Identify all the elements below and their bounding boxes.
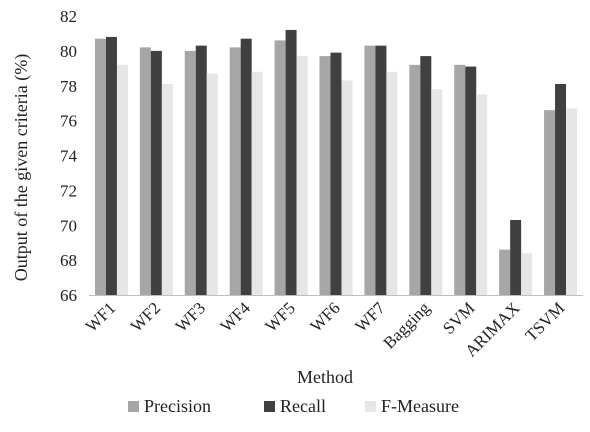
y-tick-label: 74 <box>60 147 78 166</box>
y-tick-label: 82 <box>60 7 77 26</box>
bar-recall-arimax <box>510 220 522 295</box>
bar-recall-wf7 <box>375 45 387 295</box>
legend-label-recall: Recall <box>280 396 326 416</box>
x-tick-label-svm: SVM <box>439 298 478 337</box>
x-tick-label-bagging: Bagging <box>379 298 434 353</box>
legend-label-f-measure: F-Measure <box>381 396 459 416</box>
y-tick-label: 70 <box>60 216 77 235</box>
bar-f-measure-arimax <box>521 253 533 295</box>
bar-f-measure-wf3 <box>206 73 218 295</box>
bar-f-measure-svm <box>476 94 488 295</box>
y-tick-label: 68 <box>60 251 77 270</box>
bar-recall-wf1 <box>105 36 117 296</box>
y-tick-label: 66 <box>60 286 77 305</box>
x-tick-label-wf6: WF6 <box>306 298 343 335</box>
bar-precision-tsvm <box>544 110 556 295</box>
y-tick-label: 80 <box>60 42 77 61</box>
x-tick-label-wf2: WF2 <box>127 298 164 335</box>
bar-precision-wf4 <box>229 47 241 296</box>
bar-f-measure-wf2 <box>161 84 173 295</box>
bar-recall-wf3 <box>195 45 207 295</box>
x-tick-label-wf5: WF5 <box>261 298 298 335</box>
y-axis-title: Output of the given criteria (%) <box>11 54 32 281</box>
bar-f-measure-tsvm <box>566 108 578 295</box>
legend-label-precision: Precision <box>144 396 211 416</box>
bar-precision-wf7 <box>364 45 376 295</box>
bar-precision-wf3 <box>184 50 196 295</box>
bar-f-measure-wf7 <box>386 71 398 295</box>
x-tick-label-wf1: WF1 <box>82 298 119 335</box>
y-tick-label: 76 <box>60 112 77 131</box>
bar-f-measure-wf1 <box>116 64 128 295</box>
bar-precision-svm <box>454 64 466 295</box>
legend-swatch-precision <box>128 401 139 412</box>
bar-precision-wf1 <box>94 38 106 295</box>
y-tick-label: 78 <box>60 77 77 96</box>
bar-recall-wf4 <box>240 38 252 295</box>
bar-precision-arimax <box>499 249 511 295</box>
bar-f-measure-wf6 <box>341 80 353 295</box>
bar-precision-wf2 <box>139 47 151 296</box>
legend-swatch-recall <box>264 401 275 412</box>
x-axis-title: Method <box>297 367 353 387</box>
x-tick-label-tsvm: TSVM <box>522 298 569 345</box>
bar-recall-wf6 <box>330 52 342 296</box>
bars-layer <box>94 29 578 296</box>
x-tick-label-wf4: WF4 <box>217 298 255 336</box>
legend-swatch-f-measure <box>365 401 376 412</box>
legend: Precision Recall F-Measure <box>128 396 459 416</box>
bar-precision-wf5 <box>274 40 286 295</box>
x-tick-label-wf3: WF3 <box>172 298 209 335</box>
bar-f-measure-wf4 <box>251 71 263 295</box>
bar-recall-bagging <box>420 56 432 296</box>
bar-recall-wf2 <box>150 50 162 295</box>
bar-recall-wf5 <box>285 29 297 295</box>
bar-f-measure-wf5 <box>296 56 308 296</box>
x-tick-label-wf7: WF7 <box>351 298 389 336</box>
bar-f-measure-bagging <box>431 89 443 295</box>
bar-recall-tsvm <box>555 84 567 295</box>
bar-precision-bagging <box>409 64 421 295</box>
bar-precision-wf6 <box>319 56 331 296</box>
bar-recall-svm <box>465 66 477 295</box>
y-tick-label: 72 <box>60 181 77 200</box>
